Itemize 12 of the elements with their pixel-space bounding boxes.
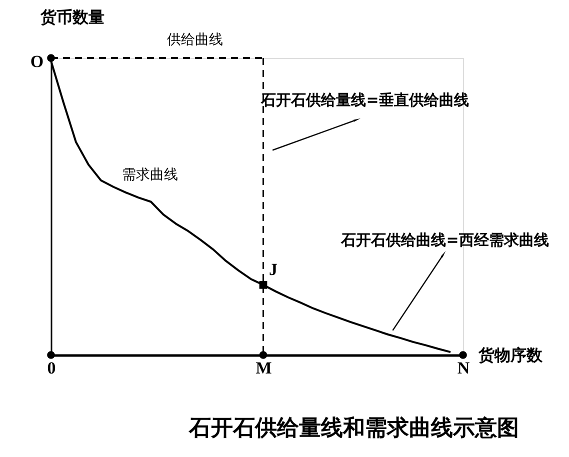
x-tick-label: 0 bbox=[47, 358, 56, 378]
x-tick-label: N bbox=[457, 358, 470, 378]
annotation: J bbox=[268, 260, 278, 279]
annotation: O bbox=[30, 52, 44, 71]
annotation: 石开石供给量线=垂直供给曲线 bbox=[260, 91, 469, 109]
text: 石开石供给量线和需求曲线示意图 bbox=[188, 416, 519, 441]
series-label: 供给曲线 bbox=[167, 32, 223, 48]
annotation: 石开石供给曲线=西经需求曲线 bbox=[340, 231, 549, 249]
y-axis-title: 货币数量 bbox=[40, 8, 104, 26]
series-label: 需求曲线 bbox=[122, 167, 178, 183]
x-axis-title: 货物序数 bbox=[478, 346, 544, 364]
x-tick-label: M bbox=[256, 358, 272, 378]
